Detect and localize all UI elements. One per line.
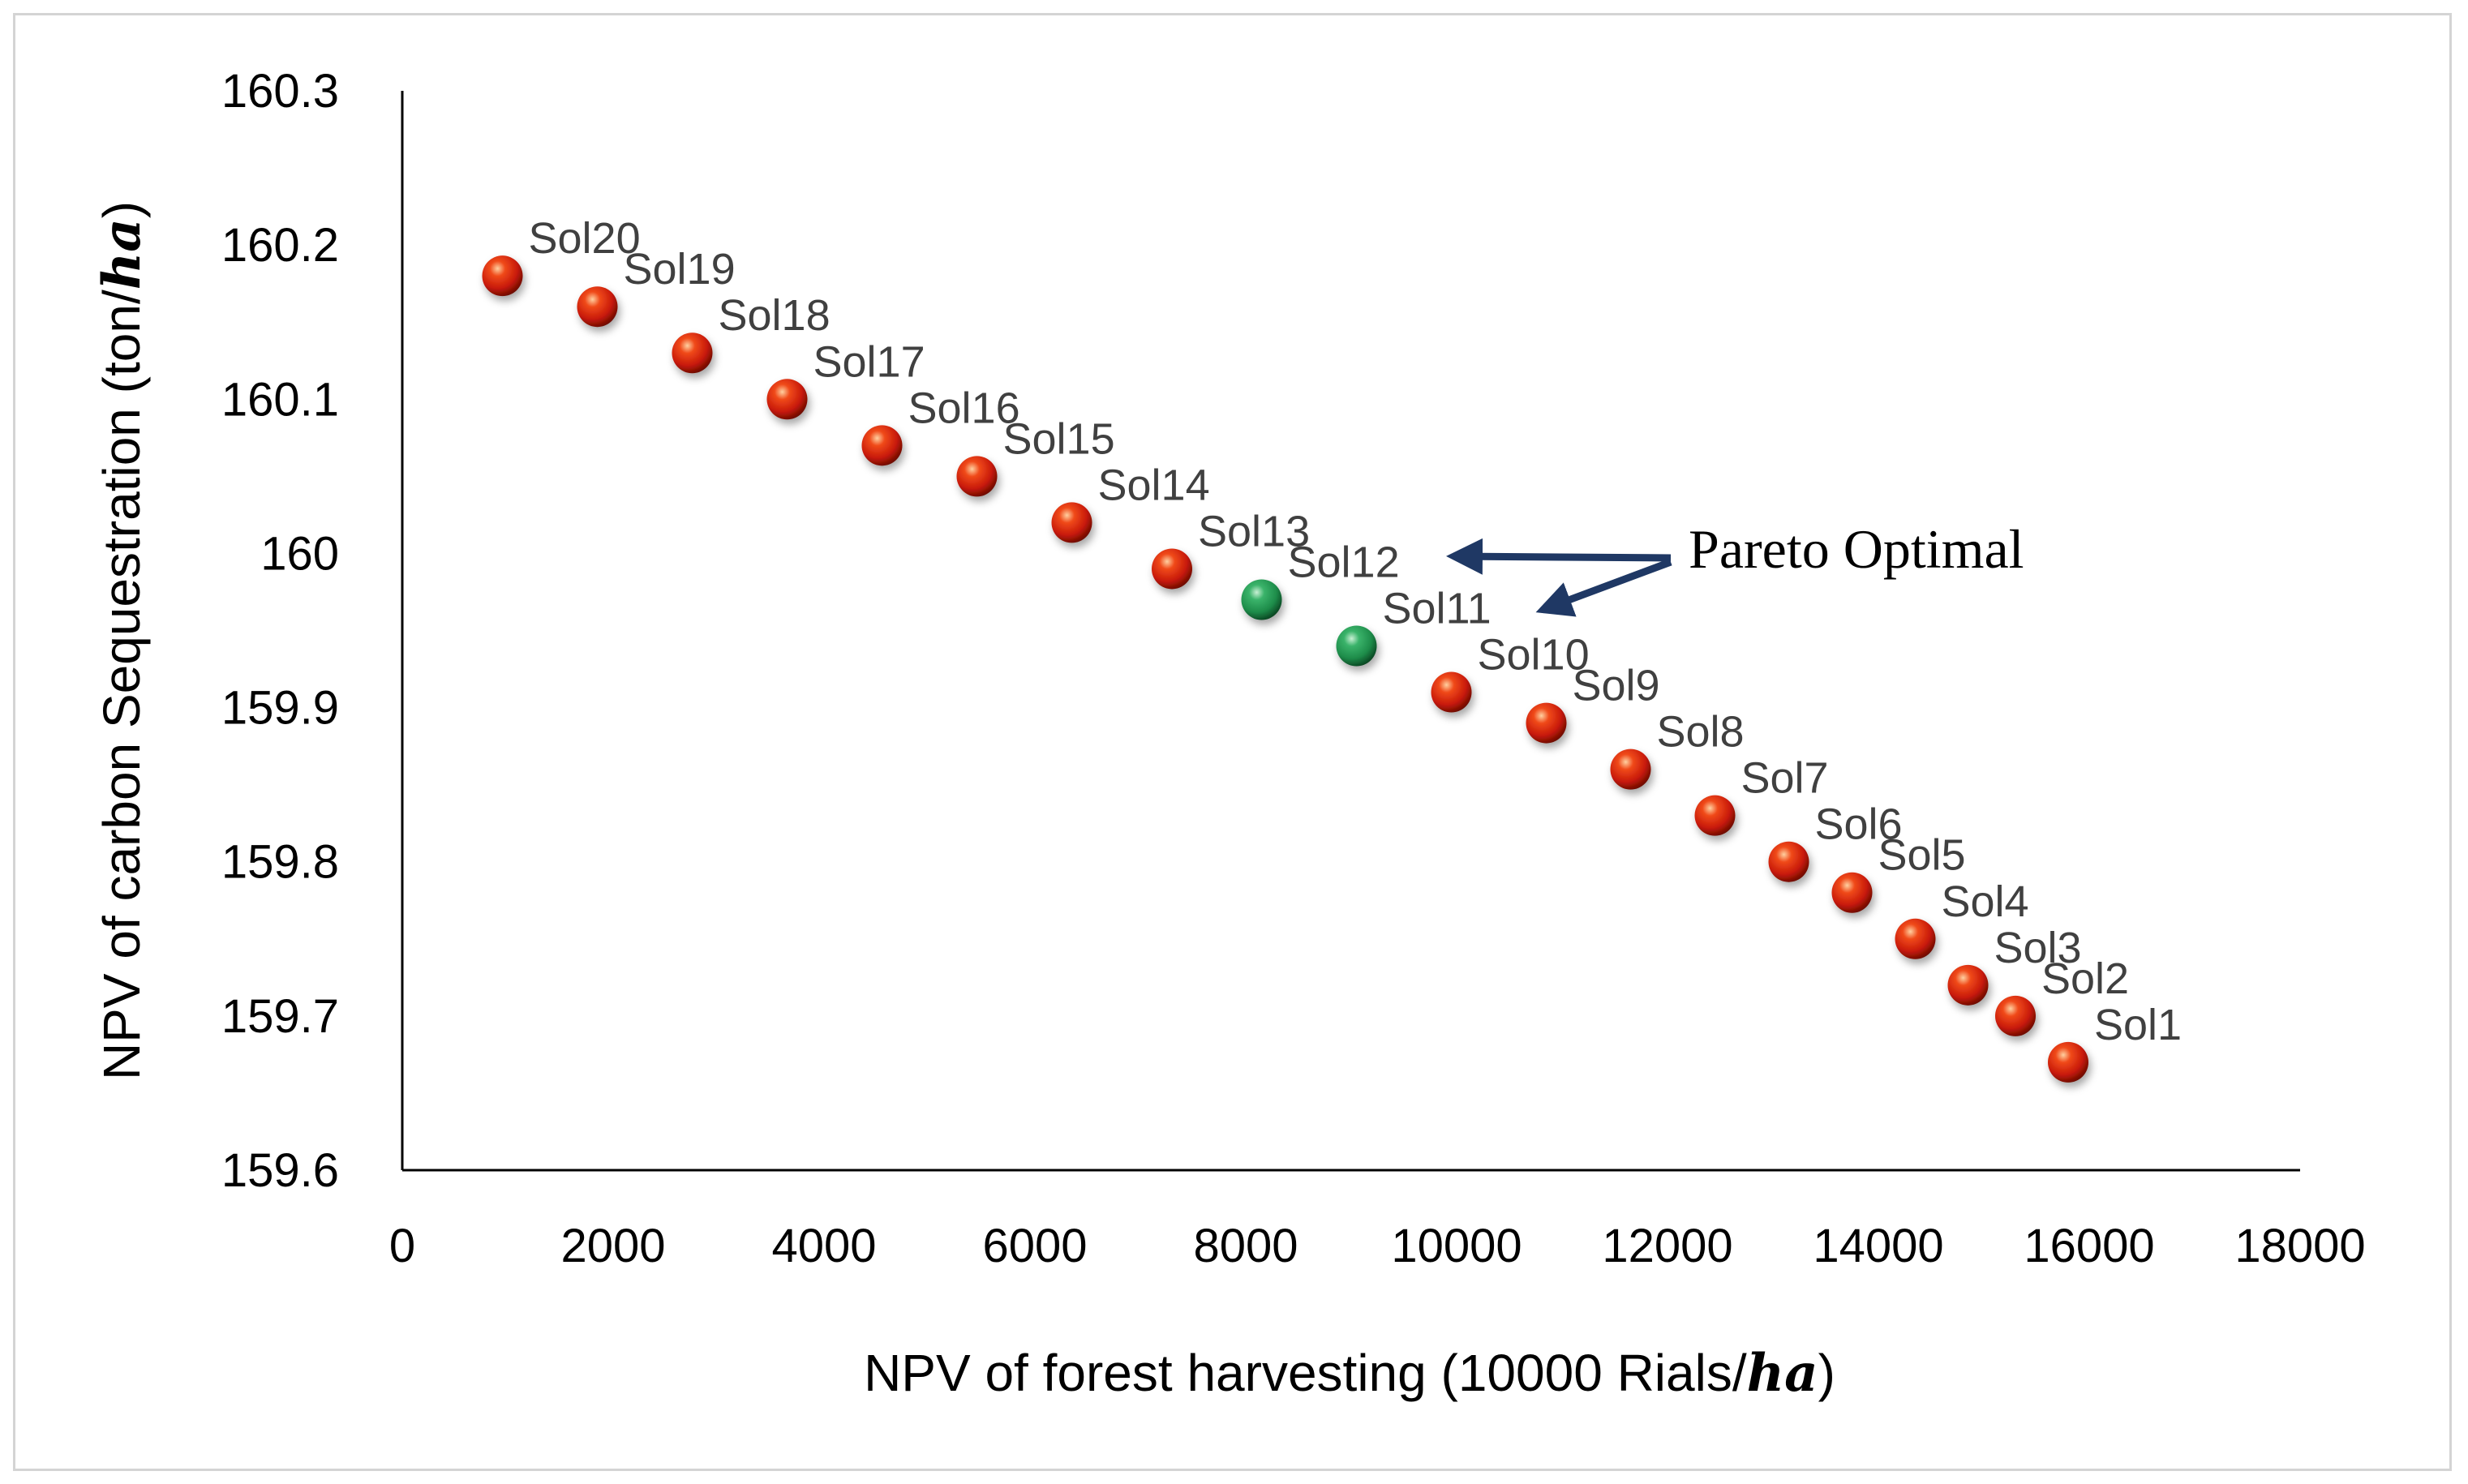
solution-point-marker: [2048, 1041, 2088, 1083]
y-tick-label: 160: [260, 527, 339, 580]
x-tick-label: 4000: [771, 1220, 876, 1272]
point-label: Sol15: [1003, 414, 1115, 463]
point-label: Sol18: [719, 291, 831, 340]
point-label: Sol9: [1573, 662, 1660, 710]
pareto-point-marker: [1241, 579, 1282, 620]
solution-point-marker: [766, 379, 808, 420]
point-label: Sol19: [624, 245, 736, 294]
pareto-optimal-label: Pareto Optimal: [1689, 518, 2024, 580]
solution-point-marker: [1526, 702, 1567, 744]
y-tick-label: 160.2: [221, 219, 339, 272]
point-label: Sol14: [1098, 461, 1210, 509]
x-axis-title: NPV of forest harvesting (10000 Rials/ha…: [864, 1343, 1835, 1404]
solution-point-marker: [1895, 918, 1936, 959]
point-label: Sol20: [529, 214, 641, 263]
solution-point-marker: [1995, 995, 2036, 1036]
y-tick-label: 159.6: [221, 1144, 339, 1197]
x-tick-label: 12000: [1602, 1220, 1732, 1272]
y-tick-label: 159.8: [221, 836, 339, 889]
solution-point-marker: [1431, 671, 1472, 713]
pareto-annotation: Pareto Optimal: [1446, 518, 2024, 617]
point-label: Sol2: [2041, 954, 2129, 1003]
y-tick-labels: 159.6 159.7 159.8 159.9 160 160.1 160.2 160.3: [221, 65, 339, 1197]
solution-point-marker: [956, 456, 998, 497]
solution-point-marker: [1831, 872, 1873, 913]
x-tick-label: 14000: [1813, 1220, 1943, 1272]
data-points: [482, 255, 2088, 1083]
point-label: Sol4: [1942, 877, 2029, 926]
point-label: Sol12: [1288, 538, 1400, 586]
solution-point-marker: [1152, 548, 1192, 590]
solution-point-marker: [672, 332, 713, 374]
point-label: Sol5: [1878, 831, 1966, 880]
pareto-arrow-upper: [1446, 538, 1672, 575]
x-tick-label: 0: [389, 1220, 415, 1272]
point-label: Sol17: [813, 337, 925, 386]
x-tick-label: 6000: [982, 1220, 1087, 1272]
solution-point-marker: [1694, 795, 1736, 836]
y-tick-label: 159.7: [221, 990, 339, 1043]
y-axis-title: NPV of carbon Sequestration (ton/ha): [92, 201, 152, 1080]
point-label: Sol6: [1815, 800, 1903, 849]
point-label: Sol13: [1198, 507, 1310, 555]
x-tick-label: 16000: [2024, 1220, 2154, 1272]
x-tick-label: 10000: [1391, 1220, 1522, 1272]
point-label: Sol11: [1383, 585, 1492, 633]
point-label: Sol16: [908, 384, 1020, 432]
solution-point-marker: [1768, 841, 1809, 882]
solution-point-marker: [1610, 748, 1651, 790]
pareto-point-marker: [1336, 625, 1377, 667]
pareto-arrow-lower: [1535, 558, 1672, 617]
point-label: Sol8: [1657, 708, 1745, 757]
x-tick-labels: 0 2000 4000 6000 8000 10000 12000 14000 16000 180…: [389, 1220, 2366, 1272]
y-tick-label: 160.3: [221, 65, 339, 118]
solution-point-marker: [1947, 964, 1989, 1006]
solution-point-marker: [577, 286, 618, 328]
solution-point-marker: [861, 425, 903, 466]
x-tick-label: 18000: [2234, 1220, 2365, 1272]
point-labels: Sol1Sol2Sol3Sol4Sol5Sol6Sol7Sol8Sol9Sol1…: [529, 214, 2183, 1049]
y-tick-label: 160.1: [221, 373, 339, 426]
x-tick-label: 8000: [1193, 1220, 1298, 1272]
solution-point-marker: [482, 255, 523, 297]
point-label: Sol3: [1994, 924, 2082, 972]
y-tick-label: 159.9: [221, 682, 339, 735]
point-label: Sol7: [1741, 754, 1829, 803]
solution-point-marker: [1051, 502, 1092, 543]
point-label: Sol10: [1478, 631, 1590, 680]
chart-frame: [13, 13, 2452, 1471]
x-tick-label: 2000: [560, 1220, 665, 1272]
point-label: Sol1: [2094, 1001, 2182, 1049]
